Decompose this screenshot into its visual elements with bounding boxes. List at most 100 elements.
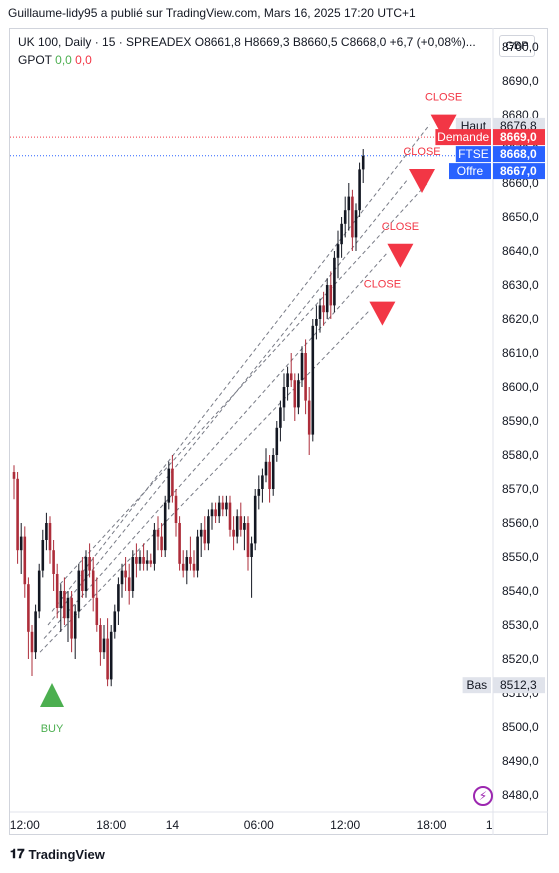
currency-button[interactable]: GBP — [499, 35, 535, 57]
candle-body — [77, 570, 81, 612]
candle — [199, 523, 203, 557]
legend-open: O8661,8 — [194, 35, 241, 49]
candle — [311, 319, 315, 442]
close-label: CLOSE — [403, 146, 440, 158]
candle-body — [217, 502, 221, 517]
candle — [300, 346, 304, 387]
candle-body — [99, 625, 102, 653]
candle — [196, 529, 199, 578]
candle-body — [325, 285, 329, 313]
candle — [63, 577, 66, 625]
candle-body — [138, 557, 142, 564]
legend-symbol[interactable]: UK 100, Daily · 15 · SPREADEX — [18, 35, 192, 49]
candle — [246, 516, 250, 571]
candle — [289, 353, 293, 387]
candle — [210, 502, 214, 530]
candle-body — [318, 305, 322, 319]
candle-body — [30, 631, 34, 653]
tradingview-footer: 𝟏𝟕 TradingView — [10, 846, 105, 862]
indicator-name[interactable]: GPOT — [18, 53, 52, 67]
candle — [225, 495, 228, 517]
candle — [178, 516, 181, 571]
candle-body — [174, 495, 178, 523]
legend-change: +6,7 (+0,08%)... — [389, 35, 476, 49]
candle — [120, 563, 124, 598]
candle-body — [315, 319, 318, 326]
candle — [163, 495, 167, 557]
candle-body — [293, 380, 297, 408]
lightning-icon[interactable]: ⚡ — [473, 786, 493, 806]
price-label-name: Demande — [437, 130, 489, 144]
candle-body — [153, 529, 156, 564]
trade-connector-line — [43, 253, 387, 639]
candle — [106, 618, 109, 687]
price-label-value: 8667,0 — [500, 164, 537, 178]
candle — [77, 563, 81, 619]
candle — [307, 387, 311, 455]
y-tick-label: 8700,0 — [502, 40, 539, 54]
candle — [329, 271, 333, 319]
indicator-value-2: 0,0 — [75, 53, 92, 67]
candle-body — [109, 631, 113, 680]
candle — [174, 489, 178, 537]
candle-body — [41, 540, 45, 571]
candle — [243, 516, 246, 551]
candle-body — [289, 373, 293, 381]
candle-body — [189, 557, 192, 564]
candle — [318, 298, 322, 333]
candle-body — [171, 468, 174, 496]
candle — [41, 529, 45, 578]
candle-body — [23, 536, 27, 585]
candle-body — [163, 502, 167, 551]
candle — [203, 516, 207, 551]
candle — [84, 550, 88, 598]
candle-body — [55, 574, 59, 608]
price-label-name: Offre — [457, 164, 484, 178]
candle — [235, 509, 239, 544]
candle — [268, 455, 271, 503]
candle — [48, 516, 52, 564]
candle-body — [300, 353, 304, 381]
candle — [171, 455, 174, 503]
candle-body — [351, 196, 354, 238]
candle-body — [228, 502, 232, 530]
y-tick-label: 8690,0 — [502, 74, 539, 88]
candle — [95, 577, 99, 632]
candle-body — [117, 584, 120, 612]
candle-body — [210, 509, 214, 517]
candle-body — [84, 557, 88, 591]
candle-body — [250, 543, 253, 557]
candle — [59, 584, 63, 632]
close-label: CLOSE — [382, 221, 419, 233]
price-label-name-bg — [455, 146, 491, 163]
candle — [167, 461, 171, 510]
close-triangle — [409, 169, 435, 193]
candle — [271, 448, 275, 496]
candle-body — [329, 285, 333, 306]
candle — [66, 591, 70, 642]
candle-body — [81, 570, 84, 591]
candle — [124, 557, 127, 591]
candle-body — [203, 529, 207, 544]
candle — [214, 502, 217, 523]
candle-body — [185, 557, 189, 571]
candle-body — [178, 523, 181, 564]
price-label-value-bg — [493, 163, 545, 180]
candle-body — [19, 536, 23, 551]
y-tick-label: 8660,0 — [502, 176, 539, 190]
candle — [343, 196, 347, 238]
candle — [102, 625, 106, 659]
candle — [73, 604, 77, 659]
candle — [217, 495, 221, 523]
close-triangle — [430, 114, 457, 139]
candle-body — [52, 550, 55, 574]
candle-body — [66, 597, 70, 619]
candle — [117, 577, 120, 625]
candle-body — [361, 155, 365, 170]
candle-body — [340, 223, 343, 245]
candle — [145, 550, 149, 571]
candle — [109, 625, 113, 687]
candle-body — [239, 516, 243, 530]
candle — [351, 189, 354, 251]
